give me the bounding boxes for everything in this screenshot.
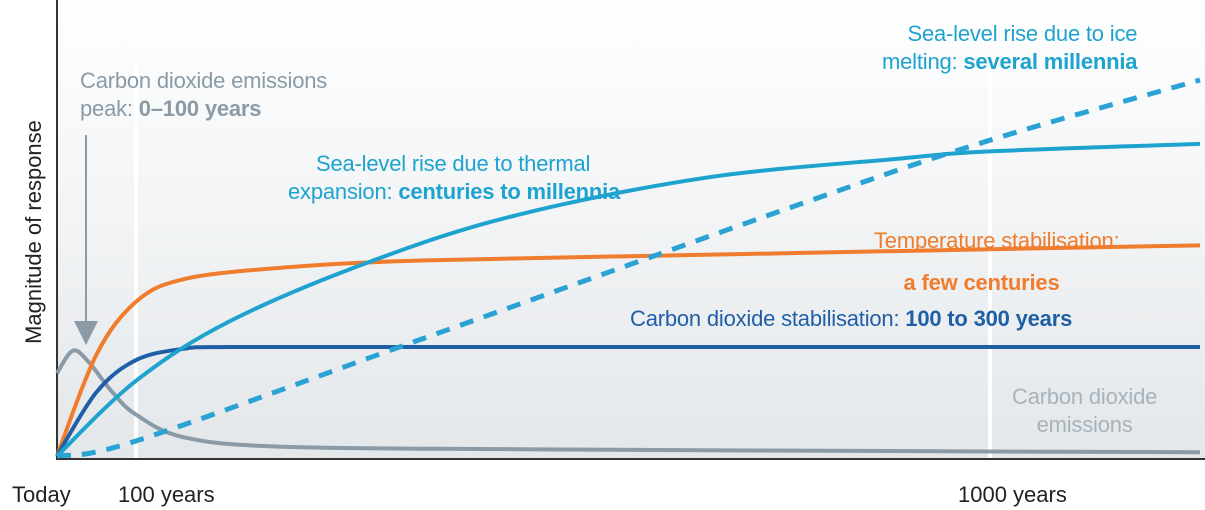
- label-co2-end-line1: Carbon dioxide: [1012, 384, 1158, 409]
- label-ice-melting-bold: several millennia: [963, 49, 1138, 74]
- label-co2-emissions-line2: peak: 0–100 years: [80, 95, 327, 123]
- x-tick-100-years: 100 years: [118, 482, 215, 507]
- label-co2-stab-prefix: Carbon dioxide stabilisation:: [630, 306, 906, 331]
- label-thermal-line2: expansion: centuries to millennia: [288, 178, 620, 206]
- x-tick-1000-years: 1000 years: [958, 482, 1067, 507]
- series-line-ice-melting: [56, 77, 1201, 459]
- label-co2-emissions-line1: Carbon dioxide emissions: [80, 68, 328, 93]
- label-ice-melting-line1: Sea-level rise due to ice: [907, 21, 1138, 46]
- label-thermal-prefix: expansion:: [288, 179, 399, 204]
- label-co2-end-line2: emissions: [1036, 412, 1133, 437]
- series-line-co2-stabilisation: [55, 344, 1200, 458]
- label-co2-stab-bold: 100 to 300 years: [905, 306, 1073, 331]
- label-co2-stabilisation: Carbon dioxide stabilisation: 100 to 300…: [630, 305, 1072, 333]
- label-temperature: Temperature stabilisation: a few centuri…: [874, 227, 1120, 297]
- plot-background: [57, 0, 1205, 458]
- label-thermal-line1: Sea-level rise due to thermal: [316, 151, 591, 176]
- label-thermal-bold: centuries to millennia: [398, 179, 621, 204]
- series-line-temperature: [55, 243, 1201, 457]
- label-co2-emissions-prefix: peak:: [80, 96, 139, 121]
- label-co2-emissions-end: Carbon dioxide emissions: [1012, 383, 1157, 439]
- label-ice-melting: Sea-level rise due to ice melting: sever…: [882, 20, 1137, 76]
- series-line-thermal-expansion: [55, 141, 1201, 458]
- label-temperature-bold: a few centuries: [903, 270, 1060, 295]
- series-layer: [55, 77, 1201, 459]
- label-co2-emissions-bold: 0–100 years: [138, 96, 262, 121]
- label-co2-emissions-peak: Carbon dioxide emissions peak: 0–100 yea…: [80, 67, 327, 123]
- label-ice-melting-prefix: melting:: [882, 49, 964, 74]
- label-temperature-line1: Temperature stabilisation:: [874, 228, 1120, 253]
- label-thermal-expansion: Sea-level rise due to thermal expansion:…: [288, 150, 620, 206]
- label-ice-melting-line2: melting: several millennia: [882, 48, 1137, 76]
- series-line-co2-emissions: [55, 348, 1201, 455]
- label-temperature-line2: a few centuries: [874, 269, 1119, 297]
- x-tick-today: Today: [12, 482, 71, 507]
- y-axis-label: Magnitude of response: [21, 120, 46, 344]
